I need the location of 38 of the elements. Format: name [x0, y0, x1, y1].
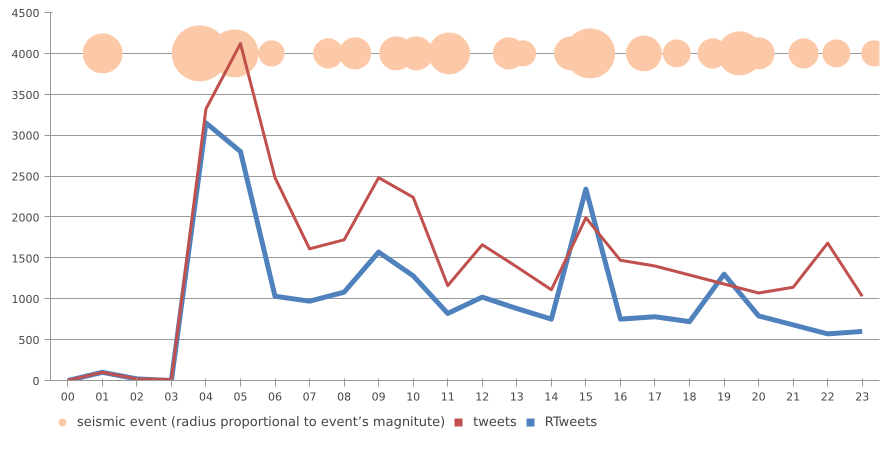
x-tick-label: 06	[268, 390, 282, 404]
y-tick-label: 3000	[12, 130, 40, 143]
y-tick-label: 3500	[12, 88, 40, 102]
x-tick-label: 04	[198, 390, 213, 404]
y-tick-label: 4000	[12, 48, 40, 61]
legend-label: RTweets	[544, 414, 598, 430]
x-tick-label: 05	[233, 390, 248, 404]
y-tick-label: 2000	[12, 211, 40, 224]
x-tick-label: 14	[544, 390, 558, 404]
x-tick-label: 15	[578, 390, 593, 404]
x-tick-label: 03	[164, 390, 178, 404]
y-tick-label: 2500	[12, 170, 40, 184]
y-tick-label: 0	[32, 375, 40, 388]
x-tick-label: 11	[440, 390, 455, 404]
x-tick-label: 01	[95, 390, 110, 404]
x-tick-label: 23	[855, 390, 870, 404]
x-tick-label: 10	[406, 390, 420, 404]
x-tick-label: 16	[613, 390, 628, 404]
x-tick-label: 20	[752, 390, 766, 404]
x-tick-label: 17	[648, 390, 662, 404]
legend-label: tweets	[473, 414, 517, 430]
x-tick-label: 09	[372, 390, 386, 404]
x-tick-label: 00	[60, 390, 75, 404]
x-tick-label: 08	[337, 390, 352, 404]
x-tick-label: 19	[717, 390, 732, 404]
x-tick-label: 18	[682, 390, 697, 404]
x-tick-label: 22	[820, 390, 835, 404]
x-tick-label: 12	[475, 390, 490, 404]
x-tick-label: 21	[786, 390, 800, 404]
y-tick-label: 1500	[12, 252, 40, 266]
y-tick-label: 4500	[12, 7, 40, 20]
y-tick-label: 1000	[12, 293, 40, 306]
legend-label: seismic event (radius proportional to event’s magnitute)	[77, 414, 446, 430]
y-tick-label: 500	[18, 334, 40, 348]
x-tick-label: 07	[302, 390, 317, 404]
line-series	[66, 42, 864, 380]
x-tick-label: 02	[130, 390, 144, 404]
x-tick-label: 13	[510, 390, 524, 404]
